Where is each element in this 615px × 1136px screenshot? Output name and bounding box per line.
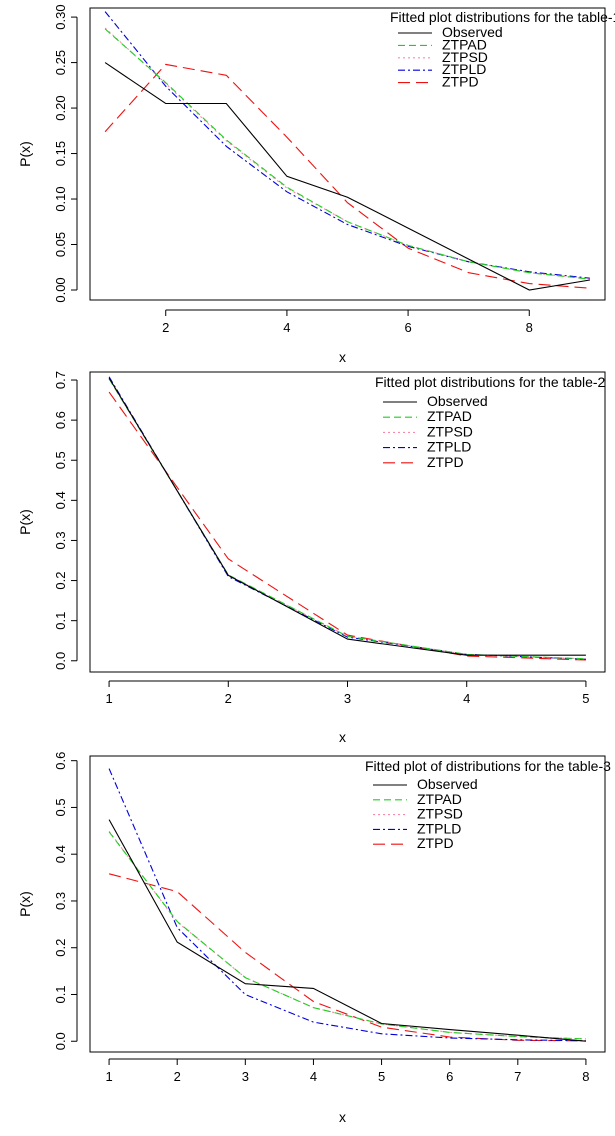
legend-label-ztpsd: ZTPSD: [417, 806, 463, 822]
x-tick-label: 8: [526, 320, 533, 335]
legend-label-observed: Observed: [417, 776, 478, 792]
y-tick-label: 0.6: [53, 411, 68, 429]
legend-label-ztpsd: ZTPSD: [442, 49, 488, 65]
y-axis-title: P(x): [17, 141, 33, 167]
x-tick-label: 4: [283, 320, 290, 335]
legend-title: Fitted plot distributions for the table-…: [390, 9, 615, 25]
x-tick-label: 1: [105, 691, 112, 706]
legend: Fitted plot of distributions for the tab…: [365, 758, 611, 851]
x-tick-label: 2: [174, 1069, 181, 1084]
y-tick-label: 0.7: [53, 371, 68, 389]
y-tick-label: 0.3: [53, 531, 68, 549]
legend-title: Fitted plot of distributions for the tab…: [365, 758, 611, 774]
series-line-ztpsd: [108, 378, 586, 660]
x-axis-title: x: [339, 349, 346, 365]
x-axis-title: x: [339, 729, 346, 745]
legend-label-ztpsd: ZTPSD: [427, 423, 473, 439]
y-axis-title: P(x): [17, 891, 33, 917]
series-line-ztpad: [108, 831, 586, 1040]
series-line-ztpd: [108, 391, 586, 661]
x-tick-label: 8: [582, 1069, 589, 1084]
y-tick-label: 0.4: [53, 491, 68, 509]
x-tick-label: 4: [310, 1069, 317, 1084]
x-tick-label: 6: [446, 1069, 453, 1084]
series-line-ztpad: [104, 28, 590, 280]
y-tick-label: 0.6: [53, 752, 68, 770]
series-line-observed: [104, 62, 590, 291]
legend-label-ztpd: ZTPD: [417, 835, 454, 851]
legend-label-ztpad: ZTPAD: [442, 36, 487, 52]
x-tick-label: 2: [225, 691, 232, 706]
x-tick-label: 4: [463, 691, 470, 706]
y-tick-label: 0.1: [53, 985, 68, 1003]
legend-label-observed: Observed: [442, 24, 503, 40]
legend: Fitted plot distributions for the table-…: [390, 9, 615, 90]
series-line-observed: [108, 377, 586, 656]
y-tick-label: 0.20: [53, 95, 68, 120]
legend: Fitted plot distributions for the table-…: [375, 374, 606, 470]
chart-panel-2: 0.0 0.1 0.2 0.3 0.4 0.5 0.6 0.7 1 2 3 4 5 x P(x) Fitted…: [17, 371, 606, 745]
legend-title: Fitted plot distributions for the table-…: [375, 374, 606, 390]
y-tick-label: 0.05: [53, 232, 68, 257]
y-tick-label: 0.5: [53, 798, 68, 816]
x-tick-label: 2: [162, 320, 169, 335]
y-tick-label: 0.2: [53, 572, 68, 590]
y-tick-label: 0.30: [53, 4, 68, 29]
x-tick-label: 6: [404, 320, 411, 335]
plot-box: [89, 371, 606, 673]
legend-label-ztpad: ZTPAD: [417, 791, 462, 807]
legend-label-ztpd: ZTPD: [442, 74, 479, 90]
series-line-ztpld: [108, 768, 586, 1042]
chart-panel-1: 0.00 0.05 0.10 0.15 0.20 0.25 0.30 2 4 6 8 x P(x) Fit…: [17, 4, 615, 365]
y-axis-title: P(x): [17, 509, 33, 535]
y-tick-label: 0.1: [53, 612, 68, 630]
y-tick-label: 0.00: [53, 277, 68, 302]
y-tick-label: 0.0: [53, 652, 68, 670]
x-tick-label: 3: [344, 691, 351, 706]
y-tick-label: 0.3: [53, 892, 68, 910]
legend-label-observed: Observed: [427, 393, 488, 409]
x-axis-title: x: [339, 1109, 346, 1125]
legend-label-ztpd: ZTPD: [427, 454, 464, 470]
series-line-ztpsd: [108, 830, 586, 1040]
legend-label-ztpad: ZTPAD: [427, 408, 472, 424]
x-tick-label: 5: [378, 1069, 385, 1084]
y-tick-label: 0.25: [53, 50, 68, 75]
x-tick-label: 1: [105, 1069, 112, 1084]
plot-box: [89, 7, 606, 301]
y-tick-label: 0.10: [53, 186, 68, 211]
y-tick-label: 0.2: [53, 939, 68, 957]
series-line-ztpsd: [104, 27, 590, 280]
series-line-ztpld: [104, 11, 590, 279]
series-line-ztpd: [104, 63, 590, 289]
legend-label-ztpld: ZTPLD: [442, 61, 486, 77]
series-line-ztpld: [108, 376, 586, 660]
x-tick-label: 3: [242, 1069, 249, 1084]
chart-panel-3: 0.0 0.1 0.2 0.3 0.4 0.5 0.6 1 2 3 4 5 6 7 8 x P(x) Fitted…: [17, 752, 611, 1125]
series-line-ztpad: [108, 378, 586, 660]
y-tick-label: 0.15: [53, 141, 68, 166]
plot-box: [89, 755, 606, 1053]
y-tick-label: 0.4: [53, 845, 68, 863]
legend-label-ztpld: ZTPLD: [417, 820, 461, 836]
legend-label-ztpld: ZTPLD: [427, 439, 471, 455]
x-tick-label: 5: [582, 691, 589, 706]
series-line-observed: [108, 819, 586, 1042]
y-tick-label: 0.5: [53, 451, 68, 469]
y-tick-label: 0.0: [53, 1032, 68, 1050]
x-tick-label: 7: [514, 1069, 521, 1084]
